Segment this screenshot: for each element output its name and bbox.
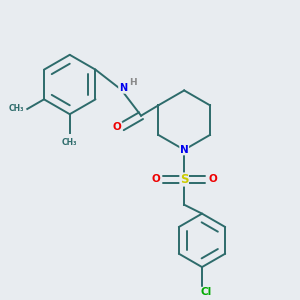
Text: O: O xyxy=(208,175,217,184)
Text: CH₃: CH₃ xyxy=(9,104,24,113)
Text: Cl: Cl xyxy=(201,287,212,297)
Text: N: N xyxy=(180,145,189,155)
Text: CH₃: CH₃ xyxy=(62,138,77,147)
Text: S: S xyxy=(180,173,188,186)
Text: N: N xyxy=(119,83,127,93)
Text: H: H xyxy=(129,78,137,87)
Text: O: O xyxy=(152,175,160,184)
Text: O: O xyxy=(113,122,122,132)
